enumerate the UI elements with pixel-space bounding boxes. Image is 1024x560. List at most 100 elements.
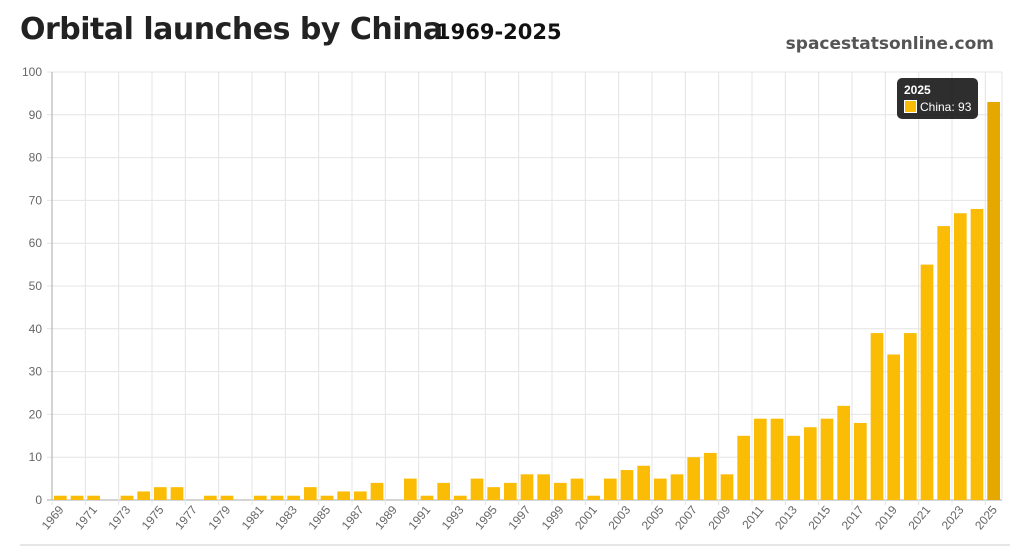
bar bbox=[370, 482, 384, 500]
x-tick-label: 1981 bbox=[239, 503, 267, 533]
bar bbox=[870, 333, 884, 500]
x-tick-label: 1971 bbox=[72, 503, 100, 533]
x-tick-label: 1985 bbox=[305, 503, 333, 533]
bar bbox=[70, 495, 84, 500]
bar bbox=[754, 418, 767, 500]
bar bbox=[670, 474, 684, 500]
x-tick-label: 1973 bbox=[105, 503, 133, 533]
bar bbox=[87, 495, 100, 500]
bar bbox=[170, 487, 184, 500]
bar bbox=[420, 495, 434, 500]
bar bbox=[470, 478, 484, 500]
chart-title: Orbital launches by China bbox=[20, 12, 443, 47]
bar bbox=[704, 452, 717, 500]
x-tick-label: 1987 bbox=[339, 503, 367, 533]
bar bbox=[837, 405, 850, 500]
x-tick-label: 2019 bbox=[872, 503, 900, 533]
y-tick-label: 10 bbox=[29, 450, 43, 464]
bar bbox=[887, 354, 900, 500]
bar bbox=[354, 491, 367, 500]
x-tick-label: 2001 bbox=[572, 503, 600, 533]
x-tick-label: 1997 bbox=[505, 503, 533, 533]
bar bbox=[820, 418, 834, 500]
bar bbox=[54, 495, 67, 500]
x-tick-label: 2007 bbox=[672, 503, 700, 533]
x-tick-label: 2011 bbox=[739, 503, 767, 532]
bar bbox=[920, 264, 934, 500]
bar bbox=[120, 495, 134, 500]
y-tick-label: 50 bbox=[29, 279, 43, 293]
bar bbox=[204, 495, 217, 500]
bar bbox=[437, 482, 450, 500]
x-tick-label: 1999 bbox=[539, 503, 567, 533]
bar bbox=[854, 422, 867, 500]
bar bbox=[937, 226, 950, 500]
bar bbox=[804, 427, 817, 500]
bar bbox=[504, 482, 517, 500]
bar bbox=[570, 478, 584, 500]
bar bbox=[220, 495, 234, 500]
y-tick-label: 40 bbox=[29, 322, 43, 336]
bar bbox=[304, 487, 317, 500]
x-tick-label: 2023 bbox=[939, 503, 967, 533]
bar bbox=[287, 495, 300, 500]
x-tick-label: 2005 bbox=[639, 503, 667, 533]
bar bbox=[904, 333, 917, 500]
y-tick-label: 90 bbox=[29, 108, 43, 122]
x-tick-label: 1993 bbox=[439, 503, 467, 533]
bar bbox=[637, 465, 650, 500]
bar bbox=[620, 470, 634, 500]
tooltip-swatch bbox=[904, 100, 917, 113]
y-tick-label: 60 bbox=[29, 236, 43, 250]
bar bbox=[404, 478, 417, 500]
bar bbox=[270, 495, 284, 500]
bar bbox=[970, 208, 984, 500]
bar bbox=[137, 491, 150, 500]
bar bbox=[537, 474, 550, 500]
x-tick-label: 1989 bbox=[372, 503, 400, 533]
bar bbox=[654, 478, 667, 500]
chart-subtitle: 1969-2025 bbox=[436, 20, 562, 44]
bar bbox=[737, 435, 750, 500]
bar bbox=[687, 457, 700, 500]
source-label: spacestatsonline.com bbox=[785, 34, 994, 54]
x-tick-label: 1975 bbox=[139, 503, 167, 533]
bar bbox=[720, 474, 734, 500]
bar bbox=[487, 487, 500, 500]
tooltip-title: 2025 bbox=[904, 83, 931, 97]
y-tick-label: 30 bbox=[29, 365, 43, 379]
bar bbox=[154, 487, 167, 500]
y-tick-label: 80 bbox=[29, 151, 43, 165]
bar bbox=[337, 491, 350, 500]
x-tick-label: 2025 bbox=[972, 503, 1000, 533]
bar bbox=[587, 495, 600, 500]
bar bbox=[554, 482, 567, 500]
x-tick-label: 2003 bbox=[605, 503, 633, 533]
bar bbox=[787, 435, 800, 500]
x-tick-label: 1995 bbox=[472, 503, 500, 533]
x-tick-label: 1991 bbox=[405, 503, 433, 533]
y-tick-label: 100 bbox=[22, 65, 42, 79]
x-tick-label: 1969 bbox=[39, 503, 67, 533]
tooltip: 2025 China: 93 bbox=[897, 78, 979, 119]
bar bbox=[454, 495, 467, 500]
bar bbox=[520, 474, 534, 500]
bar bbox=[954, 213, 967, 501]
x-tick-label: 2009 bbox=[705, 503, 733, 533]
x-tick-label: 2015 bbox=[805, 503, 833, 533]
x-tick-label: 1983 bbox=[272, 503, 300, 533]
bar bbox=[320, 495, 334, 500]
x-tick-label: 2021 bbox=[905, 503, 933, 533]
y-tick-label: 0 bbox=[35, 493, 42, 507]
bar bbox=[604, 478, 617, 500]
bar bbox=[770, 418, 784, 500]
bar bbox=[987, 101, 1000, 501]
y-tick-label: 20 bbox=[29, 407, 43, 421]
x-tick-label: 2017 bbox=[839, 503, 867, 533]
tooltip-label: China: 93 bbox=[920, 100, 972, 114]
y-tick-label: 70 bbox=[29, 193, 43, 207]
x-tick-label: 1977 bbox=[172, 503, 200, 533]
x-tick-label: 2013 bbox=[772, 503, 800, 533]
bar bbox=[254, 495, 267, 500]
